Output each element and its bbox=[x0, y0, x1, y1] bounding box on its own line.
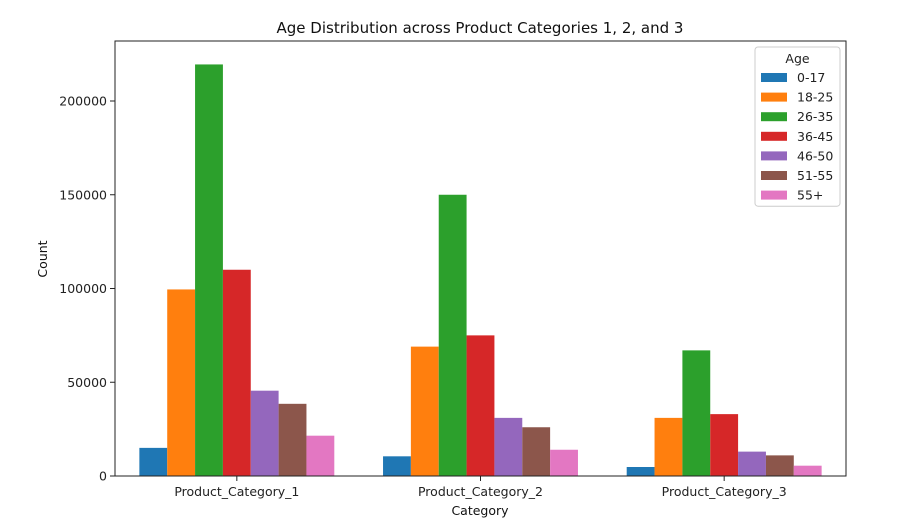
bar-46-50-Product_Category_3 bbox=[738, 451, 766, 476]
bar-36-45-Product_Category_2 bbox=[466, 335, 495, 476]
legend: Age 0-17 18-25 26-35 36-45 46-50 51-55 55+ bbox=[754, 46, 841, 207]
y-tick-label: 50000 bbox=[67, 375, 107, 390]
bar-36-45-Product_Category_1 bbox=[222, 269, 251, 476]
bar-18-25-Product_Category_2 bbox=[410, 346, 439, 476]
chart-title: Age Distribution across Product Categori… bbox=[277, 19, 684, 37]
y-tick-label: 100000 bbox=[59, 281, 107, 296]
legend-box bbox=[754, 46, 841, 207]
legend-label-51-55: 51-55 bbox=[797, 168, 833, 183]
bar-55+-Product_Category_1 bbox=[306, 435, 335, 476]
x-axis: Product_Category_1 Product_Category_2 Prod… bbox=[174, 476, 787, 499]
bar-18-25-Product_Category_3 bbox=[654, 417, 683, 476]
legend-label-46-50: 46-50 bbox=[797, 148, 833, 163]
x-tick-label: Product_Category_1 bbox=[174, 484, 299, 499]
y-tick-label: 200000 bbox=[59, 94, 107, 109]
legend-label-18-25: 18-25 bbox=[797, 90, 833, 105]
legend-swatch-26-35 bbox=[761, 112, 787, 122]
bar-0-17-Product_Category_3 bbox=[626, 467, 655, 476]
bar-51-55-Product_Category_1 bbox=[278, 403, 307, 476]
legend-label-0-17: 0-17 bbox=[797, 70, 825, 85]
legend-swatch-36-45 bbox=[761, 131, 787, 141]
bar-26-35-Product_Category_3 bbox=[682, 350, 711, 476]
x-tick-label: Product_Category_3 bbox=[662, 484, 787, 499]
legend-label-55+: 55+ bbox=[797, 188, 823, 203]
bar-51-55-Product_Category_3 bbox=[765, 455, 794, 476]
bar-46-50-Product_Category_1 bbox=[250, 390, 279, 476]
y-tick-label: 0 bbox=[99, 469, 107, 484]
y-axis-label: Count bbox=[35, 240, 50, 277]
bar-0-17-Product_Category_2 bbox=[383, 456, 411, 476]
y-tick-label: 150000 bbox=[59, 187, 107, 202]
bar-46-50-Product_Category_2 bbox=[494, 417, 523, 476]
legend-label-36-45: 36-45 bbox=[797, 129, 833, 144]
bar-55+-Product_Category_2 bbox=[550, 449, 578, 476]
bars-layer bbox=[139, 64, 822, 476]
legend-swatch-46-50 bbox=[761, 151, 787, 161]
legend-title: Age bbox=[785, 51, 809, 66]
legend-swatch-18-25 bbox=[761, 92, 787, 102]
legend-swatch-55+ bbox=[761, 190, 787, 200]
bar-55+-Product_Category_3 bbox=[793, 465, 822, 476]
bar-0-17-Product_Category_1 bbox=[139, 447, 168, 476]
bar-26-35-Product_Category_2 bbox=[438, 194, 467, 476]
bar-18-25-Product_Category_1 bbox=[167, 289, 196, 476]
legend-swatch-51-55 bbox=[761, 171, 787, 180]
legend-label-26-35: 26-35 bbox=[797, 109, 833, 124]
legend-swatch-0-17 bbox=[761, 73, 787, 82]
y-axis: 0 50000 100000 150000 200000 bbox=[59, 94, 115, 484]
bar-51-55-Product_Category_2 bbox=[522, 427, 551, 476]
bar-36-45-Product_Category_3 bbox=[710, 414, 739, 476]
bar-26-35-Product_Category_1 bbox=[195, 64, 223, 476]
x-axis-label: Category bbox=[451, 503, 509, 518]
x-tick-label: Product_Category_2 bbox=[418, 484, 543, 499]
